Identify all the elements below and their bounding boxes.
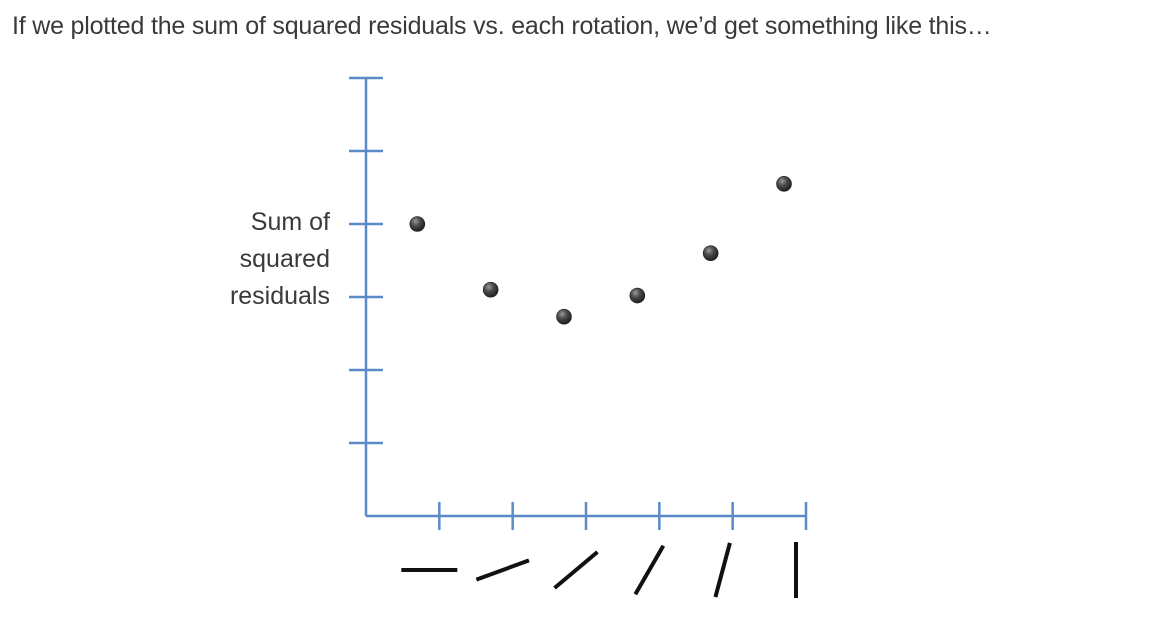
rotation-glyph bbox=[475, 558, 530, 582]
data-point bbox=[776, 176, 792, 192]
rotation-glyph bbox=[713, 542, 732, 598]
data-point bbox=[482, 281, 499, 298]
data-point bbox=[629, 287, 646, 304]
y-axis-label: Sum of squared residuals bbox=[180, 204, 330, 315]
y-axis-label-line: residuals bbox=[229, 282, 330, 310]
y-axis-label-line: squared bbox=[239, 245, 330, 273]
data-point bbox=[409, 216, 426, 232]
rotation-glyph bbox=[553, 550, 599, 590]
rotation-glyph bbox=[633, 544, 666, 596]
data-point bbox=[556, 308, 572, 325]
y-axis-label-line: Sum of bbox=[250, 208, 330, 236]
data-point bbox=[702, 245, 719, 261]
caption: If we plotted the sum of squared residua… bbox=[12, 12, 992, 40]
